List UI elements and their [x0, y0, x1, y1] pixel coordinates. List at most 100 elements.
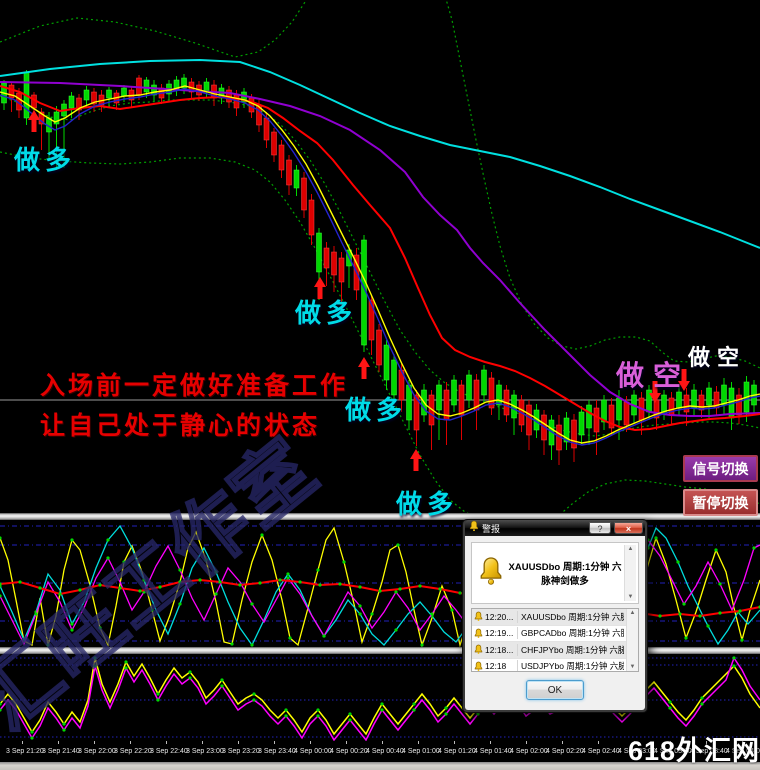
signal-dot: [752, 546, 756, 550]
signal-dot: [430, 612, 434, 616]
signal-dot: [278, 578, 282, 582]
candle-body: [488, 377, 495, 409]
signal-dot: [38, 586, 42, 590]
signal-dot: [258, 581, 262, 585]
candle-body: [151, 84, 157, 96]
signal-dot: [78, 588, 82, 592]
signal-dot: [412, 702, 416, 706]
alert-row[interactable]: 12:19...GBPCADbo 周期:1分钟 六脉神剑做多: [472, 626, 626, 642]
candle-body: [38, 111, 45, 125]
candle-body: [466, 374, 472, 401]
signal-dot: [106, 556, 110, 560]
alert-row[interactable]: 12:20...XAUUSDbo 周期:1分钟 六脉神剑做多: [472, 609, 626, 626]
signal-dot: [188, 670, 192, 674]
axis-tick: [382, 741, 383, 744]
bell-icon: [469, 519, 479, 537]
bell-icon: [478, 555, 504, 592]
time-label: 4 Sep 03:00: [618, 748, 656, 755]
signal-dot: [706, 624, 710, 628]
candle-body: [661, 394, 667, 413]
scroll-up-icon[interactable]: ▲: [627, 546, 634, 552]
scroll-down-icon[interactable]: ▼: [627, 594, 634, 600]
close-button[interactable]: ×: [614, 522, 643, 534]
signal-dot: [740, 638, 744, 642]
signal-dot: [0, 702, 2, 706]
signal-dot: [220, 678, 224, 682]
candle-body: [608, 404, 615, 429]
alert-history-panel: 12:20...XAUUSDbo 周期:1分钟 六脉神剑做多12:19...GB…: [471, 608, 639, 672]
alert-row[interactable]: 12:18...CHFJPYbo 周期:1分钟 六脉神剑做空: [472, 642, 626, 659]
candle-body: [301, 177, 307, 211]
signal-dot: [322, 634, 326, 638]
candle-body: [376, 329, 382, 366]
caution-text-line2: 让自己处于静心的状态: [40, 412, 321, 440]
candle-body: [691, 389, 697, 409]
candle-body: [526, 404, 532, 436]
signal-dot: [380, 708, 384, 712]
signal-dot: [450, 608, 454, 612]
candle-body: [571, 419, 577, 449]
signal-dot: [298, 580, 302, 584]
signal-dot: [252, 698, 256, 702]
signal-dot: [178, 602, 182, 606]
pause-toggle-button[interactable]: 暂停切换: [683, 489, 758, 516]
window-separator[interactable]: [0, 647, 760, 654]
signal-dot: [93, 664, 97, 668]
signal-toggle-button[interactable]: 信号切换: [683, 455, 758, 482]
signal-dot: [250, 643, 254, 647]
signal-dot: [288, 636, 292, 640]
signal-dot: [0, 594, 2, 598]
axis-tick: [346, 741, 347, 744]
scroll-up-icon[interactable]: ▲: [629, 610, 636, 616]
alert-dialog-titlebar[interactable]: 警报 ? ×: [465, 520, 645, 536]
signal-dot: [458, 591, 462, 595]
signal-dot: [444, 706, 448, 710]
ok-button[interactable]: OK: [526, 680, 584, 700]
scroll-down-icon[interactable]: ▼: [629, 664, 636, 670]
axis-tick: [490, 741, 491, 744]
signal-dot: [358, 604, 362, 608]
candle-body: [53, 111, 60, 125]
signal-label-long-3: 做多: [345, 395, 408, 425]
bell-icon: [474, 628, 483, 638]
signal-dot: [230, 642, 234, 646]
alert-message-panel: XAUUSDbo 周期:1分钟 六脉神剑做多 ▲ ▼: [471, 542, 639, 604]
list-scrollbar[interactable]: ▲ ▼: [626, 609, 638, 671]
candle-body: [436, 384, 442, 411]
main-price-chart[interactable]: [0, 0, 760, 513]
signal-dot: [418, 584, 422, 588]
signal-dot: [348, 718, 352, 722]
signal-dot: [316, 714, 320, 718]
alert-text: CHFJPYbo 周期:1分钟 六脉神剑做空: [517, 643, 624, 656]
time-label: 3 Sep 22:00: [78, 748, 116, 755]
signal-dot: [106, 538, 110, 542]
signal-down-arrow: [649, 381, 661, 403]
time-label: 4 Sep 00:40: [366, 748, 404, 755]
message-scrollbar[interactable]: ▲ ▼: [624, 545, 636, 601]
signal-dot: [732, 664, 736, 668]
time-label: 4 Sep 01:40: [474, 748, 512, 755]
candle-body: [286, 159, 292, 186]
signal-dot: [93, 656, 97, 660]
window-separator[interactable]: [0, 513, 760, 520]
signal-dot: [214, 592, 218, 596]
time-axis[interactable]: 3 Sep 21:20 3 Sep 21:40 3 Sep 22:00 3 Sep 2…: [0, 741, 760, 762]
signal-dot: [46, 643, 50, 647]
alert-row[interactable]: 12:18 USDJPYbo 周期:1分钟 六脉神剑做空: [472, 659, 626, 671]
signal-dot: [668, 700, 672, 704]
candle-body: [8, 84, 15, 99]
axis-tick: [202, 741, 203, 744]
signal-dot: [316, 568, 320, 572]
signal-dot: [714, 548, 718, 552]
candle-body: [121, 87, 127, 97]
help-button[interactable]: ?: [589, 522, 611, 534]
candle-body: [683, 394, 690, 413]
signal-dot: [678, 612, 682, 616]
signal-dot: [318, 583, 322, 587]
signal-dot: [676, 560, 680, 564]
axis-tick: [634, 741, 635, 744]
signal-dot: [98, 626, 102, 630]
candle-body: [91, 91, 97, 105]
axis-tick: [706, 741, 707, 744]
caution-text-line1: 入场前一定做好准备工作: [40, 372, 349, 400]
